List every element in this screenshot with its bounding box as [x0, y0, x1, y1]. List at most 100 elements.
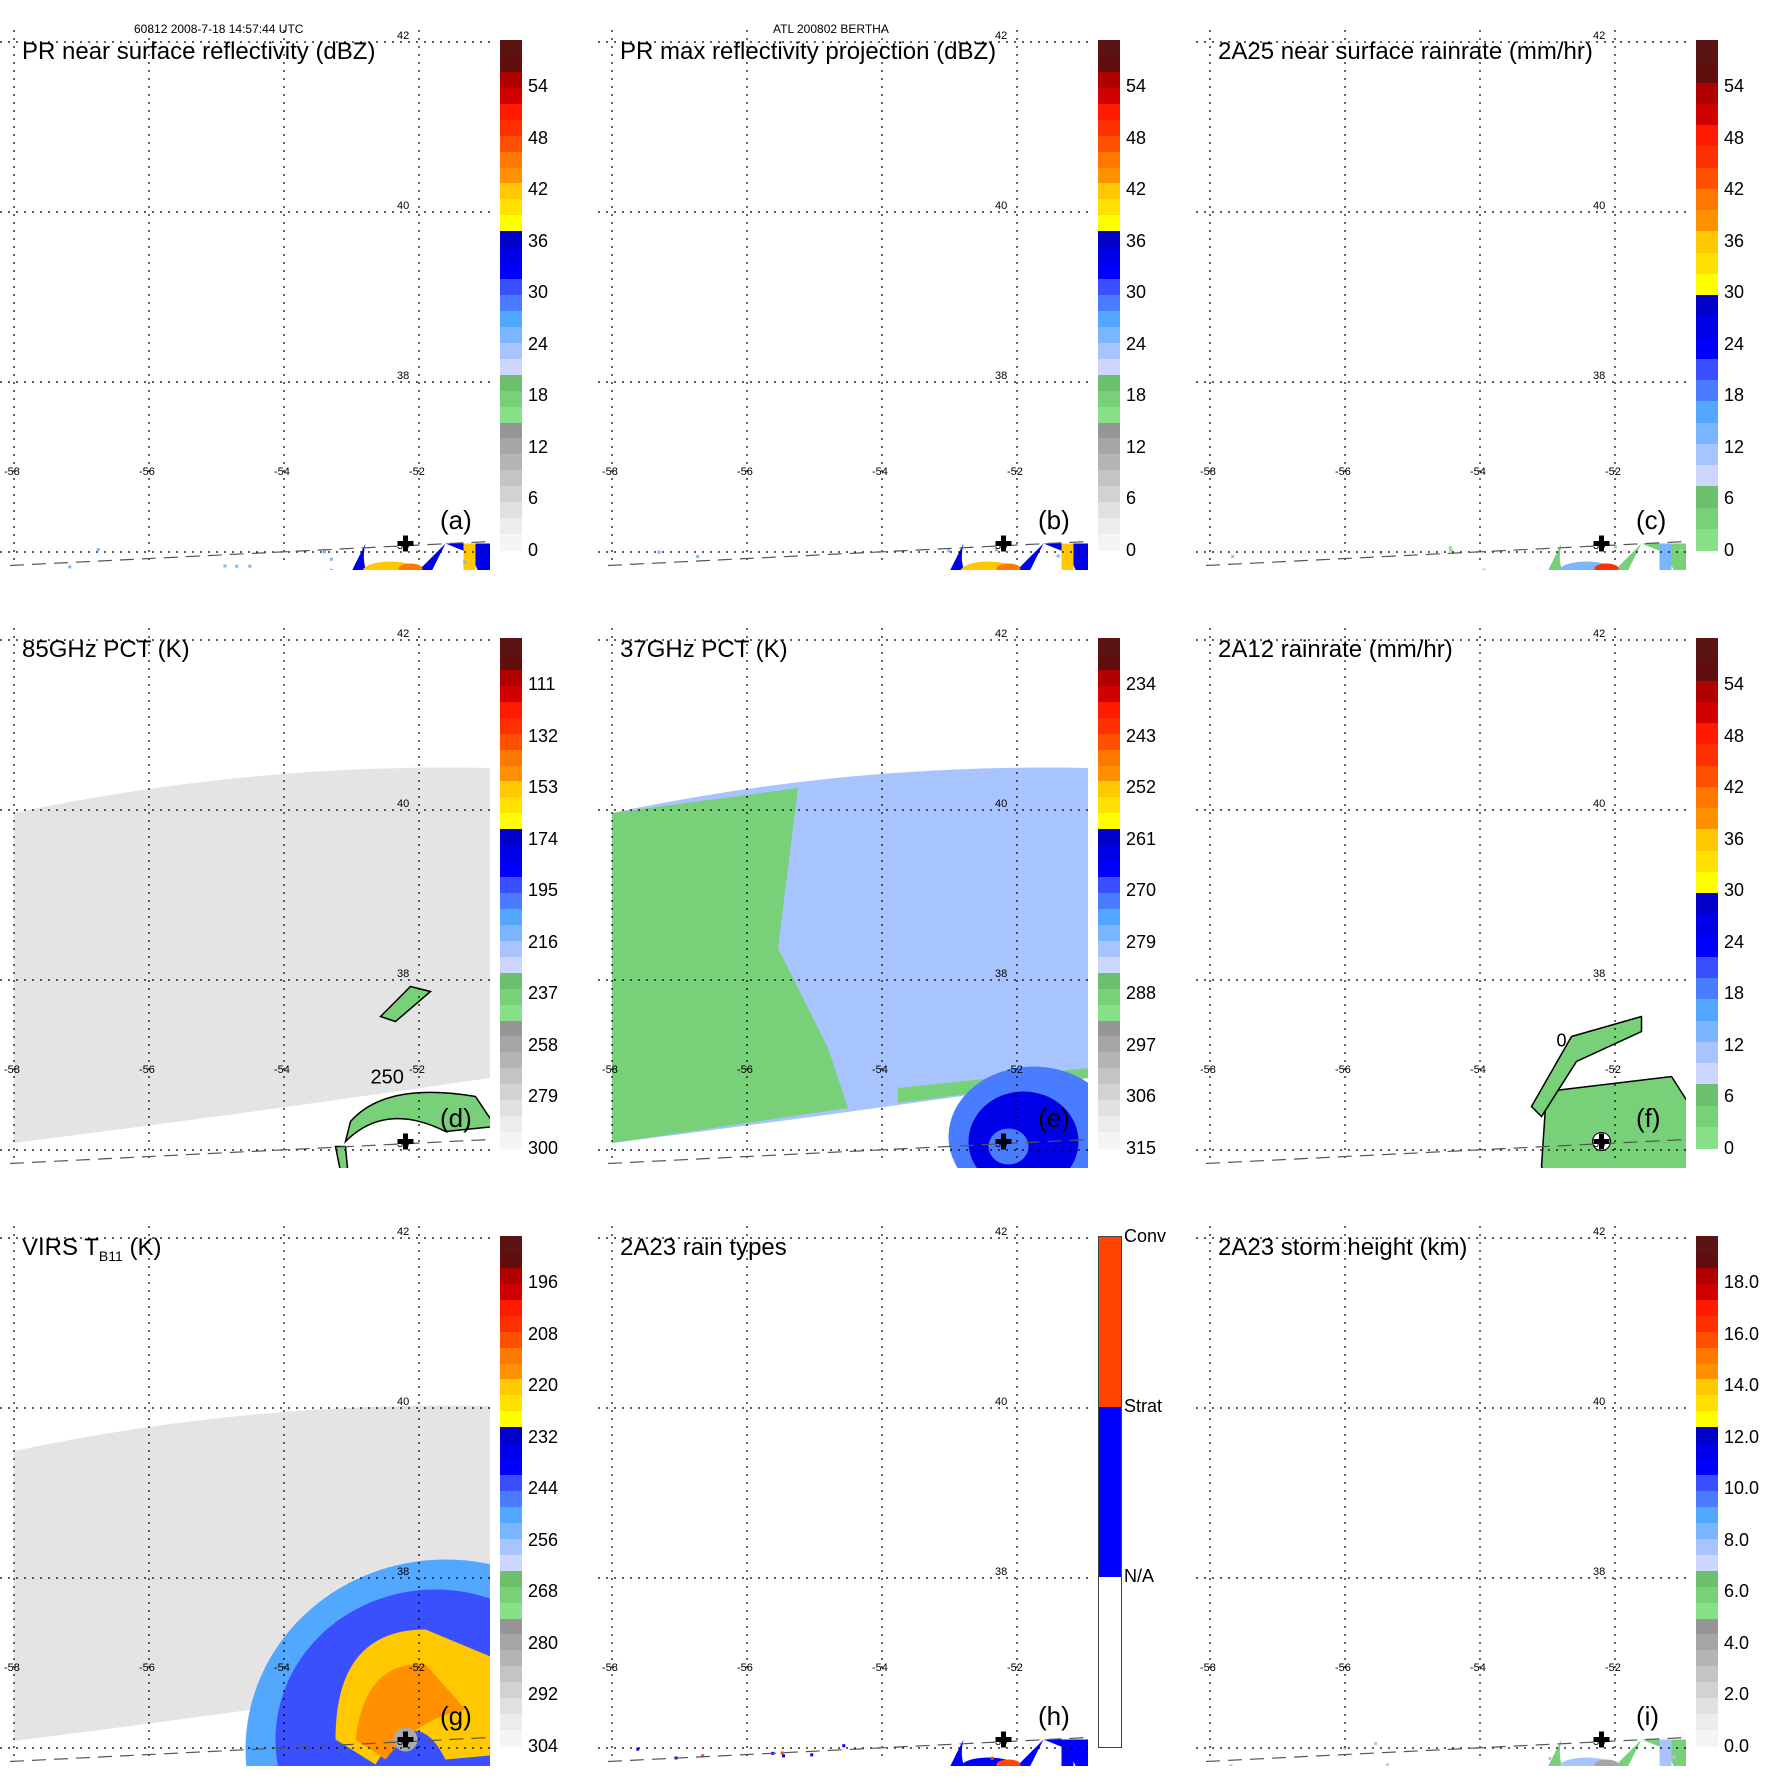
lon-tick-label: -58 — [4, 466, 20, 478]
colorbar-segment — [500, 1554, 522, 1572]
rain-pixel — [994, 548, 998, 552]
colorbar-segment — [500, 1267, 522, 1285]
colorbar-tick-label: 0 — [1126, 540, 1137, 560]
rainband-core — [1061, 543, 1074, 570]
panel-letter: (i) — [1636, 1701, 1660, 1731]
colorbar-segment — [500, 669, 522, 687]
colorbar-segment — [500, 231, 522, 249]
colorbar-segment — [1696, 914, 1718, 937]
colorbar-segment — [500, 813, 522, 831]
graticule — [1196, 30, 1686, 567]
colorbar-segment — [1696, 188, 1718, 211]
colorbar-tick-label: 18 — [1126, 385, 1147, 406]
colorbar-tick-label: 42 — [528, 179, 549, 200]
contour-region — [379, 985, 433, 1023]
rain-pixel — [947, 549, 951, 553]
colorbar-segment — [500, 119, 522, 137]
lon-tick-label: -58 — [4, 1662, 20, 1674]
panel-i: -58-56-54-52-50-484240383634322A23 storm… — [1196, 1226, 1760, 1786]
colorbar-tick-label: 18 — [528, 385, 549, 406]
colorbar-segment — [1098, 247, 1120, 265]
panel-f: 0-58-56-54-52-50-484240383634322A12 rain… — [1196, 628, 1756, 1188]
colorbar-segment — [1696, 871, 1718, 894]
warm-region — [612, 788, 848, 1143]
colorbar-segment — [500, 893, 522, 910]
lon-tick-label: -52 — [409, 1662, 425, 1674]
colorbar-segment — [1098, 103, 1120, 121]
colorbar-segment — [1098, 326, 1120, 344]
map-plot: -58-56-54-52-50-48424038363432 — [598, 1226, 1088, 1766]
colorbar-segment — [500, 956, 522, 974]
colorbar-tick-label: 300 — [528, 1138, 559, 1158]
storm-center-marker — [995, 1133, 1012, 1150]
rain-band — [1530, 1015, 1643, 1118]
panel-title: 2A23 storm height (km) — [1218, 1234, 1468, 1261]
rain-pixel — [1231, 555, 1235, 559]
colorbar-segment — [1696, 1602, 1718, 1620]
colorbar-segment — [500, 438, 522, 456]
colorbar-segment — [1099, 1577, 1121, 1747]
colorbar-segment — [500, 406, 522, 424]
colorbar-segment — [1098, 55, 1120, 73]
colorbar-tick-label: 306 — [1126, 1086, 1157, 1107]
colorbar-segment — [500, 908, 522, 926]
colorbar-segment — [1098, 988, 1120, 1006]
colorbar-segment — [500, 1379, 522, 1397]
colorbar-tick-label: 4.0 — [1724, 1632, 1750, 1653]
colorbar — [1098, 40, 1120, 551]
colorbar-segment — [1098, 701, 1120, 719]
lat-tick-label: 42 — [397, 30, 409, 42]
rain-region — [1540, 1075, 1686, 1168]
colorbar-segment — [500, 1411, 522, 1429]
colorbar-tick-label: 10.0 — [1724, 1478, 1760, 1499]
panel-title: 2A12 rainrate (mm/hr) — [1218, 636, 1453, 663]
colorbar-tick-label: 16.0 — [1724, 1323, 1760, 1344]
colorbar-segment — [1696, 486, 1718, 509]
colorbar-tick-label: 256 — [528, 1529, 559, 1550]
colorbar-segment — [1099, 1407, 1121, 1577]
colorbar-tick-label: 243 — [1126, 725, 1157, 746]
rain-pixel — [1374, 1742, 1378, 1746]
colorbar-segment — [1098, 406, 1120, 424]
colorbar-segment — [500, 717, 522, 735]
colorbar-segment — [500, 924, 522, 942]
lat-tick-label: 38 — [397, 1566, 409, 1578]
colorbar-tick-label: 220 — [528, 1375, 559, 1396]
colorbar-tick-label: 280 — [528, 1632, 559, 1653]
panel-letter: (d) — [440, 1103, 472, 1133]
colorbar — [500, 40, 522, 551]
colorbar-segment — [1098, 1036, 1120, 1054]
rain-pixel — [990, 1756, 994, 1760]
colorbar-segment — [500, 940, 522, 958]
eyewall-max — [398, 563, 423, 570]
colorbar-tick-label: 12 — [528, 436, 549, 457]
colorbar-segment — [1696, 1299, 1718, 1317]
lon-tick-label: -54 — [274, 466, 290, 478]
colorbar-tick-label: 18 — [1724, 983, 1745, 1004]
colorbar-tick-label: 48 — [1126, 127, 1147, 148]
colorbar-segment — [1098, 669, 1120, 687]
colorbar-tick-label: 54 — [1724, 674, 1745, 694]
colorbar-tick-label: 42 — [1724, 777, 1745, 798]
colorbar-tick-label: 30 — [1126, 282, 1147, 303]
colorbar-segment — [500, 1602, 522, 1620]
colorbar-segment — [1098, 653, 1120, 671]
colorbar-segment — [1696, 829, 1718, 852]
colorbar-segment — [1696, 380, 1718, 403]
colorbar-segment — [1098, 956, 1120, 974]
rainband — [1043, 1739, 1088, 1766]
map-plot: -58-56-54-52-50-48424038363432 — [0, 1226, 490, 1766]
colorbar-segment — [500, 1068, 522, 1086]
colorbar-segment — [500, 797, 522, 815]
header-storm-name: ATL 200802 BERTHA — [773, 22, 889, 36]
panel-g: -58-56-54-52-50-48424038363432VIRS TB11 … — [0, 1226, 560, 1786]
swath-edge — [607, 540, 1088, 567]
colorbar-tick-label: 54 — [1126, 76, 1147, 96]
panel-a: -58-56-54-52-50-48424038363432PR near su… — [0, 30, 560, 590]
colorbar-tick-label: 0.0 — [1724, 1736, 1750, 1756]
colorbar-label: Strat — [1124, 1396, 1163, 1416]
colorbar-tick-label: 24 — [528, 333, 549, 354]
panel-d: 250-58-56-54-52-50-4842403836343285GHz P… — [0, 628, 560, 1188]
eyewall — [950, 1739, 1044, 1766]
rain-pixel — [223, 564, 227, 568]
